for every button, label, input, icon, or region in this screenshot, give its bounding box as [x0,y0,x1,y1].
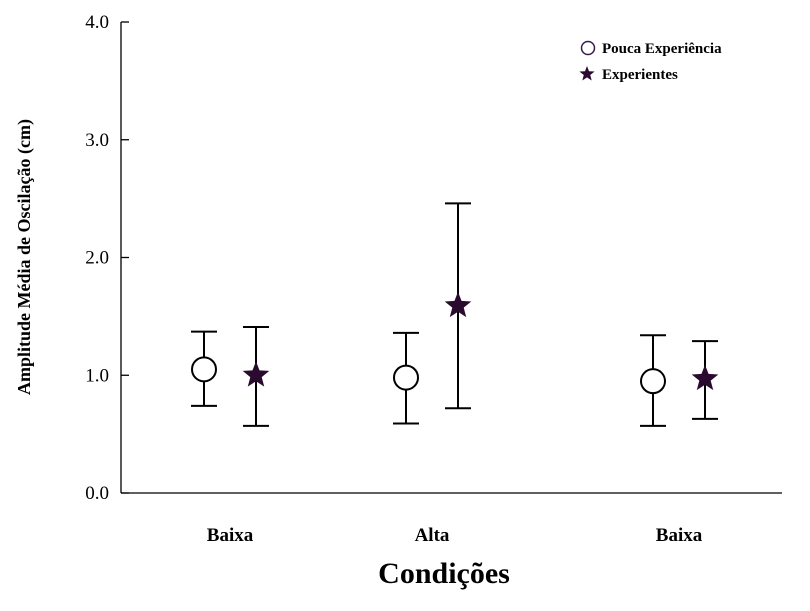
data-point-star [444,291,472,318]
x-category-labels: Baixa Alta Baixa [207,525,703,546]
y-ticks: 0.0 1.0 2.0 3.0 4.0 [85,12,129,504]
x-category-label: Alta [415,525,450,546]
data-point-star [242,361,270,387]
y-axis-label: Amplitude Média de Oscilação (cm) [14,119,35,395]
legend-circle-marker [580,40,596,56]
x-category-label: Baixa [656,525,703,546]
legend: Pouca Experiência Experientes [579,40,722,83]
data-point-circle [191,356,217,383]
data-point-circle [393,364,419,391]
y-tick-label: 4.0 [85,12,109,33]
legend-label-pouca-experiencia: Pouca Experiência [602,41,722,57]
x-axis-label: Condições [378,557,510,590]
legend-label-experientes: Experientes [602,67,678,83]
y-tick-label: 0.0 [85,483,109,504]
plot-marks [191,202,719,427]
y-tick-label: 1.0 [85,365,109,386]
x-category-label: Baixa [207,525,254,546]
y-tick-label: 2.0 [85,248,109,269]
data-point-star [691,364,719,391]
legend-star-marker [579,66,595,81]
y-tick-label: 3.0 [85,130,109,151]
data-point-circle [640,368,666,395]
